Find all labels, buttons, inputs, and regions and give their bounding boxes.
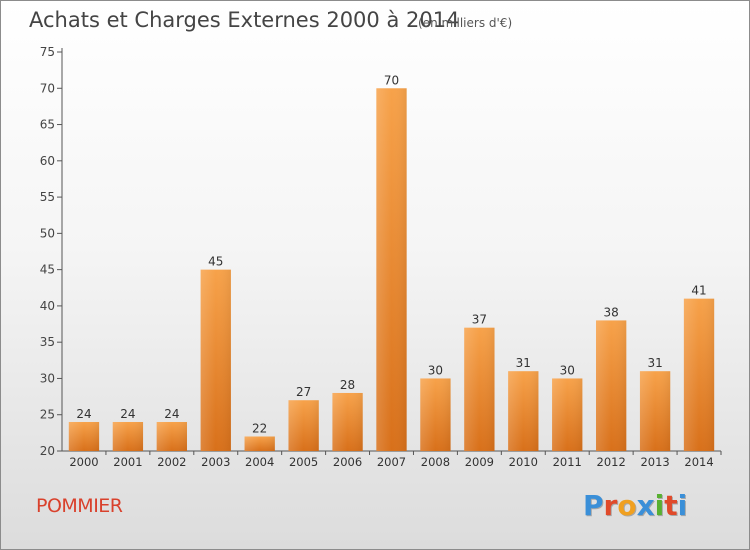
chart-title: Achats et Charges Externes 2000 à 2014	[29, 8, 459, 32]
bar-shading	[244, 436, 275, 451]
bar-value-label: 24	[164, 407, 179, 421]
y-tick-label: 45	[40, 263, 55, 277]
bar-shading	[112, 421, 144, 451]
bar-shading	[508, 371, 539, 451]
bar-value-label: 38	[604, 305, 619, 319]
x-tick-label: 2012	[597, 455, 626, 469]
bar-shading	[464, 327, 495, 451]
x-tick-label: 2004	[245, 455, 274, 469]
logo-letter: i	[677, 489, 688, 522]
logo-letter: o	[617, 489, 637, 522]
bar-shading	[68, 421, 100, 451]
x-tick-label: 2011	[553, 455, 582, 469]
x-tick-label: 2005	[289, 455, 318, 469]
bar-value-label: 28	[340, 378, 355, 392]
y-tick-label: 50	[40, 226, 55, 240]
y-tick-label: 40	[40, 299, 55, 313]
x-tick-label: 2014	[684, 455, 713, 469]
bar-value-label: 31	[516, 356, 531, 370]
chart-subtitle: (en milliers d'€)	[418, 16, 512, 30]
logo-letter: t	[664, 489, 678, 522]
bar-shading	[639, 371, 671, 451]
y-tick-label: 25	[40, 408, 55, 422]
y-tick-label: 35	[40, 335, 55, 349]
x-tick-label: 2010	[509, 455, 538, 469]
x-tick-label: 2006	[333, 455, 362, 469]
bar-shading	[552, 378, 583, 451]
x-tick-label: 2007	[377, 455, 406, 469]
bar-shading	[596, 320, 627, 451]
y-tick-label: 75	[40, 45, 55, 59]
y-tick-label: 70	[40, 81, 55, 95]
bar-value-label: 24	[120, 407, 135, 421]
logo-letter: r	[603, 489, 618, 522]
bar-shading	[420, 378, 451, 451]
y-tick-label: 55	[40, 190, 55, 204]
x-tick-label: 2000	[69, 455, 98, 469]
axes: 20 25 30 35 40 45 50 55 60 65 70 75 2000 2001 2002 2003…	[40, 45, 722, 469]
bar-value-label: 27	[296, 385, 311, 399]
x-tick-label: 2009	[465, 455, 494, 469]
bar-shading	[332, 392, 363, 451]
y-tick-label: 65	[40, 118, 55, 132]
bar-value-label: 31	[647, 356, 662, 370]
bar-value-label: 30	[428, 363, 443, 377]
bar-shading	[376, 88, 407, 451]
x-tick-label: 2002	[157, 455, 186, 469]
bar-value-label: 30	[560, 363, 575, 377]
bar-value-label: 41	[691, 284, 706, 298]
bar-shading	[683, 298, 715, 451]
bar-shading	[200, 269, 231, 451]
x-tick-label: 2008	[421, 455, 450, 469]
bar-value-label: 70	[384, 73, 399, 87]
logo-letter: i	[654, 489, 665, 522]
bar-value-label: 22	[252, 421, 267, 435]
x-tick-label: 2001	[113, 455, 142, 469]
x-tick-label: 2003	[201, 455, 230, 469]
bar-value-label: 45	[208, 255, 223, 269]
logo-letter: x	[636, 489, 655, 522]
bar-shading	[288, 400, 319, 451]
bar-value-label: 24	[76, 407, 91, 421]
bar-value-label: 37	[472, 313, 487, 327]
y-tick-label: 60	[40, 154, 55, 168]
x-tick-label: 2013	[640, 455, 669, 469]
proxiti-logo: Proxiti	[583, 489, 687, 522]
y-tick-label: 30	[40, 371, 55, 385]
commune-name: POMMIER	[36, 495, 123, 517]
y-tick-label: 20	[40, 444, 55, 458]
bars-group: 24 24 24 45 22 27 28 70 30 37 31 30 38 31 41	[68, 73, 715, 451]
bar-shading	[156, 421, 187, 451]
logo-letter: P	[583, 489, 604, 522]
